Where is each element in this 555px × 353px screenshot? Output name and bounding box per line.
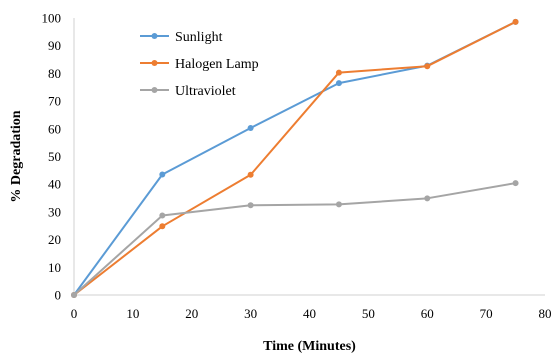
data-point [247,124,254,131]
data-point [71,292,77,298]
x-tick-label: 30 [244,306,257,321]
data-point [335,69,342,76]
data-point [335,201,342,208]
y-tick-label: 70 [48,94,61,109]
data-point [335,80,342,87]
data-point [424,63,431,70]
data-point [424,195,431,202]
data-point [159,212,166,219]
series-group [71,18,519,298]
legend-label: Ultraviolet [175,84,236,99]
data-point [512,18,519,25]
data-point [247,202,254,209]
series-line [73,182,516,296]
y-tick-label: 30 [48,204,61,219]
y-tick-label: 50 [48,149,61,164]
x-tick-label: 80 [539,306,552,321]
y-tick-label: 0 [55,288,62,303]
y-tick-label: 20 [48,232,61,247]
x-axis-ticks: 0 10 20 30 40 50 60 70 80 [71,306,552,321]
legend-label: Sunlight [175,30,223,45]
y-tick-label: 100 [42,11,62,26]
data-point [159,223,166,230]
y-tick-label: 80 [48,66,61,81]
y-tick-label: 40 [48,177,61,192]
x-tick-label: 10 [126,306,139,321]
y-axis-ticks: 0 10 20 30 40 50 60 70 80 90 100 [42,11,62,303]
y-axis-title: % Degradation [9,110,24,202]
x-tick-label: 0 [71,306,78,321]
y-tick-label: 10 [48,260,61,275]
x-tick-label: 40 [303,306,316,321]
legend-marker [151,33,158,39]
y-tick-label: 90 [48,38,61,53]
legend: Sunlight Halogen Lamp Ultraviolet [140,30,259,99]
x-tick-label: 50 [362,306,375,321]
x-tick-label: 20 [185,306,198,321]
data-point [247,171,254,178]
legend-marker [151,87,158,93]
x-tick-label: 60 [421,306,434,321]
y-tick-label: 60 [48,121,61,136]
data-point [512,180,519,187]
x-axis-title: Time (Minutes) [263,339,356,353]
series-line [73,20,517,296]
legend-marker [151,60,158,66]
x-tick-label: 70 [480,306,493,321]
data-point [159,171,166,178]
legend-label: Halogen Lamp [175,57,259,72]
